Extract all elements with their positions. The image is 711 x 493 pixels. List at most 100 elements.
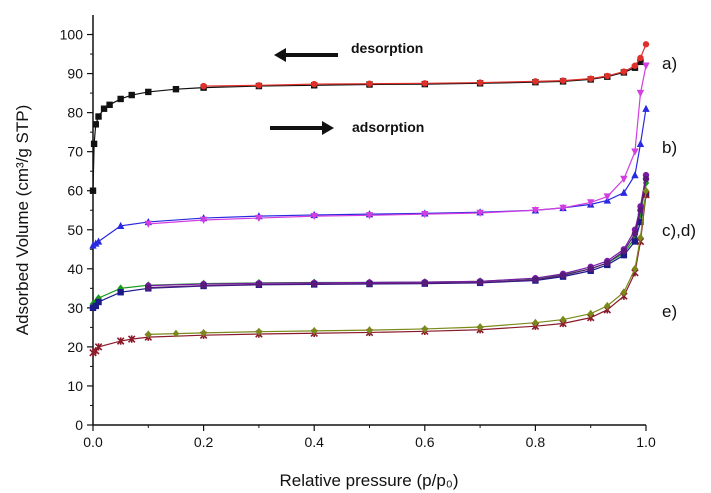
series-line-a_des bbox=[203, 44, 647, 87]
data-point-a_des bbox=[366, 80, 373, 87]
data-point-d_des bbox=[311, 280, 318, 288]
series-a_des bbox=[200, 41, 650, 90]
data-point-d_des bbox=[476, 279, 484, 286]
data-point-a_des bbox=[311, 80, 318, 88]
data-point-a_des bbox=[642, 41, 650, 48]
data-point-d_des bbox=[366, 280, 373, 287]
x-tick-label: 0.0 bbox=[83, 434, 103, 450]
data-point-d_des bbox=[200, 282, 207, 289]
data-point-d_des bbox=[604, 259, 611, 267]
data-point-e_ads bbox=[116, 337, 125, 345]
x-axis-title: Relative pressure (p/p₀) bbox=[279, 471, 458, 490]
data-point-b_des bbox=[559, 204, 567, 212]
y-tick-label: 40 bbox=[67, 261, 83, 277]
data-point-b_des bbox=[620, 175, 628, 183]
data-point-e_des bbox=[311, 326, 318, 335]
data-point-b_des bbox=[531, 207, 540, 215]
side-label-e: e) bbox=[662, 302, 677, 321]
data-point-a_ads bbox=[90, 140, 98, 148]
data-point-d_ads bbox=[620, 251, 628, 259]
series-line-b_des bbox=[148, 65, 647, 225]
data-point-a_des bbox=[421, 80, 428, 87]
data-point-e_des bbox=[366, 326, 373, 335]
data-point-d_des bbox=[642, 175, 650, 183]
data-point-a_des bbox=[637, 54, 644, 62]
desorption-arrow-head bbox=[274, 48, 286, 62]
series-b_des bbox=[144, 62, 650, 228]
data-point-e_ads bbox=[127, 335, 136, 343]
data-point-d_des bbox=[532, 276, 539, 283]
y-tick-label: 0 bbox=[75, 417, 83, 433]
adsorption-annotation: adsorption bbox=[270, 119, 424, 135]
data-point-a_ads bbox=[145, 88, 152, 96]
side-label-a: a) bbox=[662, 54, 677, 73]
y-tick-label: 100 bbox=[60, 27, 84, 43]
data-point-e_des bbox=[604, 301, 611, 310]
data-point-e_des bbox=[587, 309, 594, 318]
data-point-a_ads bbox=[637, 58, 644, 66]
data-point-d_ads bbox=[637, 218, 644, 226]
data-point-a_des bbox=[532, 78, 539, 85]
desorption-label: desorption bbox=[351, 40, 423, 56]
y-tick-label: 70 bbox=[67, 144, 83, 160]
series-line-c_des bbox=[148, 174, 647, 287]
data-point-d_des bbox=[587, 265, 594, 273]
data-point-a_des bbox=[604, 72, 611, 80]
series-layer bbox=[89, 41, 650, 357]
data-point-b_des bbox=[199, 216, 208, 224]
data-point-b_des bbox=[642, 62, 650, 70]
y-tick-label: 20 bbox=[67, 339, 83, 355]
data-point-e_des bbox=[532, 318, 539, 327]
data-point-e_des bbox=[200, 328, 207, 337]
side-label-b: b) bbox=[662, 138, 677, 157]
data-point-b_des bbox=[587, 199, 595, 207]
data-point-e_des bbox=[642, 186, 650, 195]
data-point-d_des bbox=[559, 272, 567, 279]
series-c_ads bbox=[89, 178, 650, 308]
data-point-e_des bbox=[631, 264, 639, 273]
data-point-d_ads bbox=[95, 298, 102, 306]
data-point-b_des bbox=[476, 209, 484, 217]
data-point-a_des bbox=[255, 82, 263, 89]
data-point-b_des bbox=[421, 210, 429, 219]
series-e_des bbox=[145, 186, 650, 339]
data-point-a_ads bbox=[92, 121, 99, 128]
x-tick-label: 0.8 bbox=[526, 434, 546, 450]
y-tick-label: 60 bbox=[67, 183, 83, 199]
data-point-e_des bbox=[145, 330, 152, 339]
data-point-e_des bbox=[421, 324, 428, 333]
y-tick-label: 80 bbox=[67, 105, 83, 121]
data-point-a_des bbox=[587, 75, 594, 82]
y-tick-label: 10 bbox=[67, 378, 83, 394]
data-point-b_des bbox=[144, 220, 152, 228]
x-tick-label: 0.2 bbox=[194, 434, 214, 450]
data-point-d_des bbox=[620, 248, 628, 255]
data-point-c_ads bbox=[631, 233, 639, 242]
y-tick-label: 90 bbox=[67, 66, 83, 82]
data-point-e_des bbox=[559, 315, 567, 324]
data-point-b_ads bbox=[642, 104, 650, 112]
data-point-b_ads bbox=[94, 237, 103, 245]
data-point-b_des bbox=[603, 193, 611, 201]
data-point-e_des bbox=[476, 322, 484, 331]
data-point-b_ads bbox=[620, 188, 628, 196]
axis-ticks: 0.0 0.2 0.4 0.6 0.8 1.0 0 10 20 30 40 50 60 70 80 90 100 bbox=[60, 27, 656, 450]
data-point-a_des bbox=[476, 79, 484, 86]
data-point-a_ads bbox=[100, 105, 108, 112]
x-tick-label: 0.4 bbox=[304, 434, 324, 450]
data-point-a_des bbox=[559, 77, 567, 84]
data-point-a_ads bbox=[117, 95, 124, 103]
data-point-d_ads bbox=[117, 289, 124, 296]
series-c_des bbox=[145, 171, 650, 289]
data-point-d_des bbox=[631, 230, 639, 237]
data-point-b_ads bbox=[116, 221, 125, 230]
data-point-d_des bbox=[637, 207, 644, 214]
data-point-a_ads bbox=[95, 113, 102, 120]
data-point-a_ads bbox=[106, 101, 113, 109]
data-point-e_des bbox=[255, 327, 263, 336]
data-point-b_des bbox=[631, 148, 639, 156]
data-point-b_des bbox=[365, 212, 374, 220]
data-point-b_des bbox=[255, 214, 263, 223]
desorption-annotation: desorption bbox=[274, 40, 423, 62]
